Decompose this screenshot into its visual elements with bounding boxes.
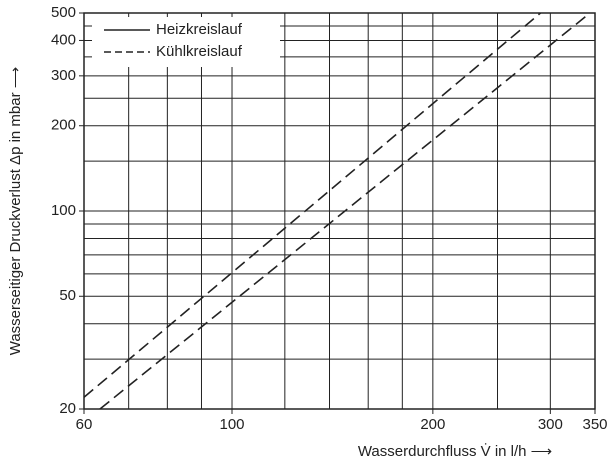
x-tick-label: 200: [420, 416, 445, 433]
legend-label: Heizkreislauf: [156, 21, 243, 38]
legend-box: [92, 17, 280, 67]
y-tick-label: 20: [59, 400, 76, 417]
data-line: [83, 12, 542, 398]
x-tick-label: 60: [76, 416, 93, 433]
y-tick-label: 400: [51, 31, 76, 48]
y-tick-label: 200: [51, 117, 76, 134]
plot-frame: [83, 12, 596, 410]
x-axis-label: Wasserdurchfluss V̇ in l/h ⟶: [358, 443, 552, 460]
legend-label: Kühlkreislauf: [156, 43, 243, 60]
x-tick-label: 350: [582, 416, 607, 433]
x-tick-label: 100: [219, 416, 244, 433]
x-tick-label: 300: [538, 416, 563, 433]
y-tick-label: 300: [51, 67, 76, 84]
y-tick-label: 100: [51, 202, 76, 219]
y-tick-label: 50: [59, 287, 76, 304]
y-tick-label: 500: [51, 4, 76, 21]
data-line: [99, 12, 591, 410]
y-axis-label: Wasserseitiger Druckverlust Δp in mbar ⟶: [7, 67, 24, 356]
